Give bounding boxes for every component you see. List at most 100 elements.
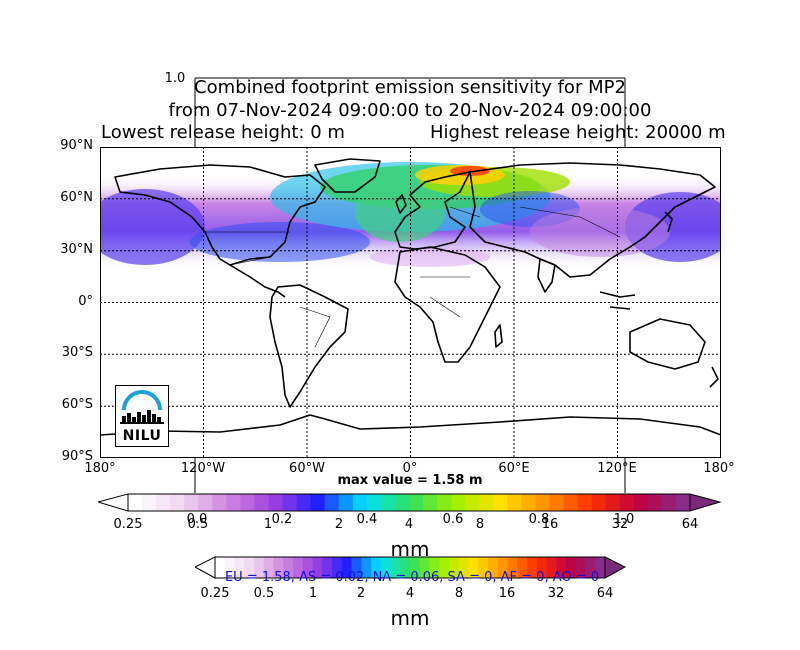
- colorbar-cell: [493, 494, 508, 511]
- colorbar-cell: [451, 494, 466, 511]
- lon-label-180e: 180°: [703, 461, 735, 476]
- colorbar-cell: [661, 494, 677, 511]
- lat-label-30s: 30°S: [61, 345, 93, 360]
- overlay-tick-2: 0.4: [356, 512, 378, 527]
- map-frame: [100, 147, 721, 458]
- lat-label-60n: 60°N: [60, 190, 93, 205]
- colorbar-cell: [675, 494, 691, 511]
- colorbar-cell: [394, 494, 410, 511]
- colorbar-cell: [419, 557, 431, 578]
- colorbar-cell: [633, 494, 649, 511]
- colorbar-cell: [282, 494, 298, 511]
- colorbar-cell: [566, 557, 577, 578]
- colorbar-cell: [302, 557, 314, 578]
- cb1-tick-6: 16: [541, 517, 559, 532]
- colorbar-cell: [268, 494, 284, 511]
- cb2-tick-7: 32: [547, 586, 565, 601]
- colorbar-cell: [170, 494, 185, 511]
- lon-label-0: 0°: [402, 461, 418, 476]
- lon-label-180w: 180°: [84, 461, 116, 476]
- cb2-tick-6: 16: [498, 586, 516, 601]
- cb2-tick-0: 0.25: [200, 586, 230, 601]
- lon-label-60w: 60°W: [289, 461, 325, 476]
- overlay-tick-1: 0.2: [271, 512, 293, 527]
- colorbar-cell: [332, 557, 343, 578]
- map-title-line2: from 07-Nov-2024 09:00:00 to 20-Nov-2024…: [168, 100, 652, 121]
- colorbar-cell: [310, 494, 326, 511]
- colorbar-cell: [468, 557, 479, 578]
- colorbar-cell: [449, 557, 460, 578]
- colorbar-cell: [184, 494, 199, 511]
- overlay-tick-0: 0.0: [186, 512, 208, 527]
- colorbar-cell: [423, 494, 438, 511]
- cb2-tick-3: 2: [356, 586, 366, 601]
- colorbar-cell: [361, 557, 372, 578]
- colorbar-cell: [371, 557, 382, 578]
- nilu-logo-mark: [120, 390, 164, 424]
- cb1-tick-7: 32: [611, 517, 629, 532]
- colorbar-cell: [439, 557, 450, 578]
- coastlines: [100, 158, 721, 436]
- colorbar-cell: [478, 557, 489, 578]
- graticule: [100, 147, 721, 458]
- colorbar-cell: [536, 557, 548, 578]
- colorbar-cell: [224, 557, 236, 578]
- colorbar-cell: [619, 494, 635, 511]
- colorbar-cell: [338, 494, 354, 511]
- colorbar-cell: [605, 494, 621, 511]
- cb1-tick-5: 8: [475, 517, 485, 532]
- colorbar-cell: [577, 494, 593, 511]
- colorbar-cell: [156, 494, 171, 511]
- cb1-tick-8: 64: [681, 517, 699, 532]
- colorbar-cell: [283, 557, 294, 578]
- lon-label-60e: 60°E: [498, 461, 530, 476]
- colorbar-cell: [324, 494, 340, 511]
- cb1-tick-0: 0.25: [113, 517, 143, 532]
- colorbar-cell: [546, 557, 557, 578]
- colorbar-cell: [535, 494, 551, 511]
- colorbar-cell: [400, 557, 411, 578]
- colorbar-cell: [254, 557, 265, 578]
- map-title-line1: Combined footprint emission sensitivity …: [194, 77, 626, 98]
- map-panel: [100, 147, 721, 458]
- lat-label-60s: 60°S: [61, 397, 93, 412]
- colorbar-cell: [437, 494, 452, 511]
- nilu-logo: NILU: [115, 385, 169, 447]
- colorbar-cell: [479, 494, 494, 511]
- lat-label-90n: 90°N: [60, 138, 93, 153]
- lat-label-90s: 90°S: [61, 449, 93, 464]
- colorbar-cell: [240, 494, 256, 511]
- cb2-tick-2: 1: [308, 586, 318, 601]
- colorbar-cell: [497, 557, 509, 578]
- cb1-tick-2: 1: [263, 517, 273, 532]
- colorbar-cell: [312, 557, 323, 578]
- colorbar-cell: [263, 557, 275, 578]
- colorbar-cell: [488, 557, 499, 578]
- cb1-tick-3: 2: [334, 517, 344, 532]
- colorbar-cell: [458, 557, 470, 578]
- colorbar-cell: [215, 557, 226, 578]
- lat-label-0: 0°: [78, 294, 93, 309]
- colorbar-cell: [234, 557, 245, 578]
- colorbar-cell: [549, 494, 565, 511]
- colorbar-cell: [273, 557, 284, 578]
- colorbar-cell: [585, 557, 596, 578]
- colorbar-cell: [212, 494, 227, 511]
- lat-label-30n: 30°N: [60, 242, 93, 257]
- lon-label-120e: 120°E: [597, 461, 637, 476]
- colorbar-cell: [128, 494, 143, 511]
- colorbar-cell: [244, 557, 255, 578]
- colorbar-cell: [595, 557, 606, 578]
- colorbar-cell: [351, 557, 362, 578]
- colorbar-cell: [575, 557, 587, 578]
- colorbar-cell: [521, 494, 537, 511]
- colorbar-cell: [517, 557, 528, 578]
- colorbar-second-unit: mm: [390, 606, 430, 630]
- colorbar-cell: [527, 557, 538, 578]
- colorbar-cell: [465, 494, 480, 511]
- colorbar-cell: [409, 494, 424, 511]
- country-borders: [205, 206, 621, 348]
- lowest-release-height: Lowest release height: 0 m: [101, 122, 345, 143]
- colorbar-cell: [296, 494, 312, 511]
